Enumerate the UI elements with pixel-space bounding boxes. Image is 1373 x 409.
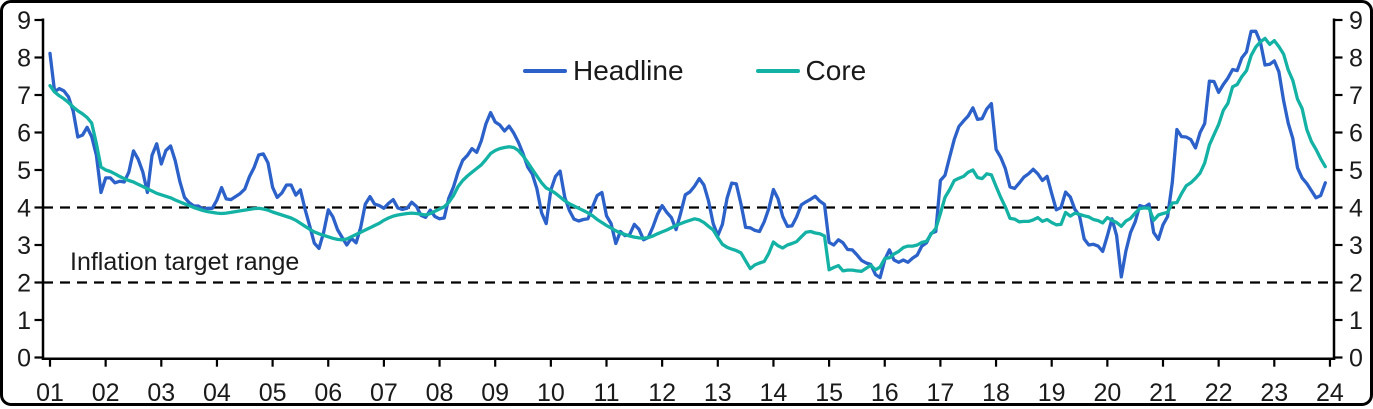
inflation-target-range-annotation: Inflation target range xyxy=(70,248,300,276)
legend-item-headline: Headline xyxy=(523,57,684,85)
y-axis-label-right-4: 4 xyxy=(1349,195,1363,223)
y-axis-label-right-8: 8 xyxy=(1349,45,1363,73)
x-axis-label-01: 01 xyxy=(36,379,64,407)
legend: Headline Core xyxy=(523,57,866,85)
y-axis-label-left-8: 8 xyxy=(17,45,31,73)
x-axis-label-24: 24 xyxy=(1316,379,1344,407)
x-axis-label-16: 16 xyxy=(871,379,899,407)
x-axis-label-21: 21 xyxy=(1149,379,1177,407)
y-axis-label-right-0: 0 xyxy=(1349,345,1363,373)
x-axis-label-03: 03 xyxy=(147,379,175,407)
axis-ticks xyxy=(34,18,1343,367)
headline-line-swatch xyxy=(523,69,567,73)
x-axis-label-19: 19 xyxy=(1038,379,1066,407)
axis-labels: 0 01 12 23 34 45 56 67 78 89 901 02 03 04 05 06 07 08 09 10… xyxy=(17,7,1363,407)
x-axis-label-13: 13 xyxy=(704,379,732,407)
core-line-swatch xyxy=(755,69,800,73)
y-axis-label-left-7: 7 xyxy=(17,82,31,110)
y-axis-label-right-1: 1 xyxy=(1349,307,1363,335)
chart-svg: 0 01 12 23 34 45 56 67 78 89 901 02 03 04 05 06 07 08 09 10… xyxy=(17,7,1363,407)
x-axis-label-14: 14 xyxy=(760,379,788,407)
x-axis-label-04: 04 xyxy=(203,379,231,407)
y-axis-label-right-9: 9 xyxy=(1349,7,1363,35)
x-axis-label-20: 20 xyxy=(1093,379,1121,407)
y-axis-label-right-3: 3 xyxy=(1349,232,1363,260)
y-axis-label-left-5: 5 xyxy=(17,157,31,185)
x-axis-label-09: 09 xyxy=(481,379,509,407)
x-axis-label-12: 12 xyxy=(648,379,676,407)
x-axis-label-10: 10 xyxy=(537,379,565,407)
x-axis-label-15: 15 xyxy=(815,379,843,407)
core-legend-label: Core xyxy=(805,55,867,86)
y-axis-label-right-7: 7 xyxy=(1349,82,1363,110)
axes xyxy=(41,18,1336,360)
y-axis-label-left-6: 6 xyxy=(17,120,31,148)
x-axis-label-02: 02 xyxy=(92,379,120,407)
x-axis-label-05: 05 xyxy=(259,379,287,407)
y-axis-label-right-2: 2 xyxy=(1349,270,1363,298)
y-axis-label-left-0: 0 xyxy=(17,345,31,373)
series-lines xyxy=(48,29,1327,280)
x-axis-label-08: 08 xyxy=(426,379,454,407)
x-axis-label-22: 22 xyxy=(1205,379,1233,407)
x-axis-label-06: 06 xyxy=(314,379,342,407)
y-axis-label-left-9: 9 xyxy=(17,7,31,35)
headline-legend-label: Headline xyxy=(573,55,684,86)
x-axis-label-23: 23 xyxy=(1260,379,1288,407)
y-axis-label-right-6: 6 xyxy=(1349,120,1363,148)
x-axis-label-11: 11 xyxy=(594,379,620,407)
x-axis-label-17: 17 xyxy=(926,379,954,407)
legend-item-core: Core xyxy=(755,55,867,86)
y-axis-label-left-3: 3 xyxy=(17,232,31,260)
y-axis-label-left-4: 4 xyxy=(17,195,31,223)
x-axis-label-07: 07 xyxy=(370,379,398,407)
target-range-lines xyxy=(43,206,1334,284)
x-axis-label-18: 18 xyxy=(982,379,1010,407)
series-line-core xyxy=(48,36,1327,273)
y-axis-label-left-2: 2 xyxy=(17,270,31,298)
y-axis-label-right-5: 5 xyxy=(1349,157,1363,185)
y-axis-label-left-1: 1 xyxy=(17,307,31,335)
